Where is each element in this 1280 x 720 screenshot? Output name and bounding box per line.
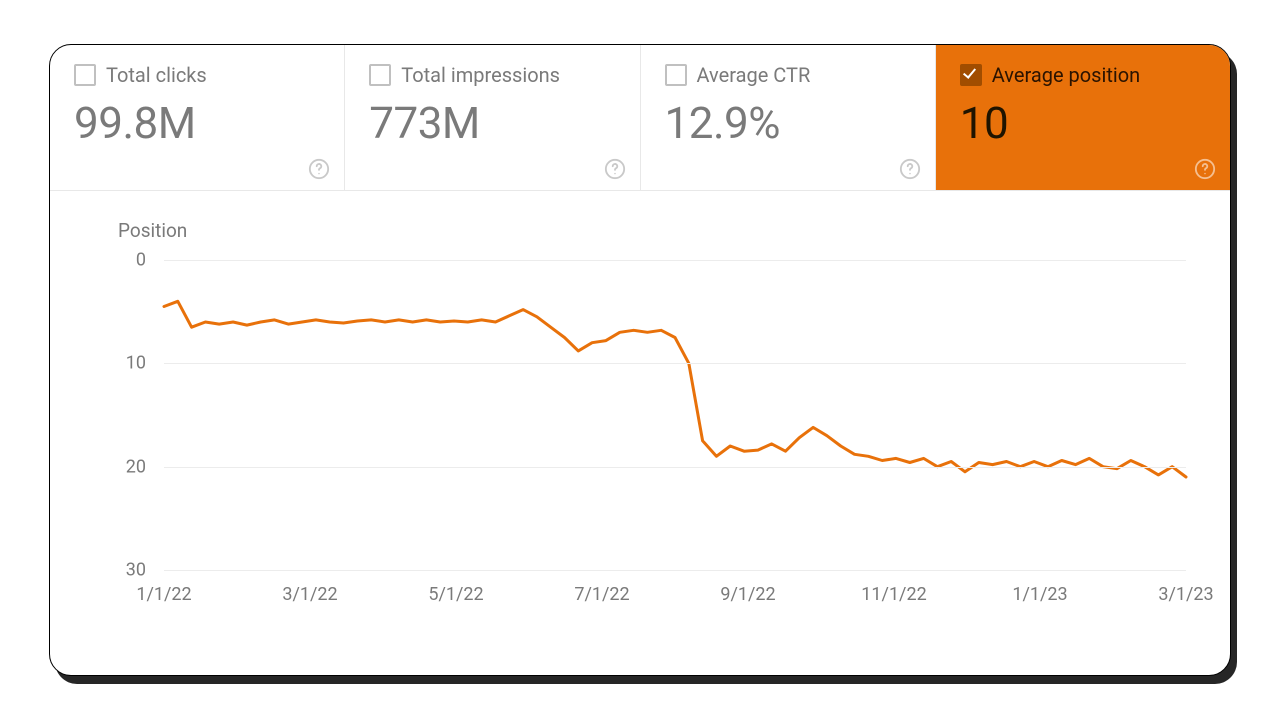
x-tick-label: 11/1/22 bbox=[861, 584, 926, 605]
series-line bbox=[164, 301, 1186, 477]
chart-area: Position 0 10 20 30 1/1/22 3/1/22 5/1/22 7/1/2… bbox=[50, 191, 1230, 675]
metric-label: Total clicks bbox=[106, 63, 207, 87]
help-icon[interactable] bbox=[1194, 158, 1216, 180]
y-tick-label: 10 bbox=[86, 353, 146, 374]
metric-card-total-impressions[interactable]: Total impressions 773M bbox=[345, 45, 640, 190]
y-tick-label: 20 bbox=[86, 456, 146, 477]
metric-value: 12.9% bbox=[665, 97, 911, 149]
help-icon[interactable] bbox=[308, 158, 330, 180]
x-tick-label: 1/1/23 bbox=[1012, 584, 1067, 605]
metric-value: 99.8M bbox=[74, 97, 320, 149]
metric-card-total-clicks[interactable]: Total clicks 99.8M bbox=[50, 45, 345, 190]
x-tick-label: 3/1/23 bbox=[1158, 584, 1213, 605]
chart-line-series bbox=[164, 260, 1186, 570]
checkbox-icon bbox=[74, 64, 96, 86]
y-tick-label: 0 bbox=[86, 250, 146, 271]
metric-card-average-ctr[interactable]: Average CTR 12.9% bbox=[641, 45, 936, 190]
help-icon[interactable] bbox=[899, 158, 921, 180]
metric-value: 773M bbox=[369, 97, 615, 149]
chart-plot: 0102030 bbox=[86, 260, 1186, 570]
y-tick-label: 30 bbox=[86, 560, 146, 581]
gridline bbox=[164, 570, 1186, 571]
gridline bbox=[164, 363, 1186, 364]
x-tick-label: 9/1/22 bbox=[720, 584, 775, 605]
checkbox-icon bbox=[665, 64, 687, 86]
x-tick-label: 3/1/22 bbox=[282, 584, 337, 605]
metric-label: Average position bbox=[992, 63, 1140, 87]
chart-x-axis: 1/1/223/1/225/1/227/1/229/1/2211/1/221/1… bbox=[164, 584, 1212, 614]
metric-label: Total impressions bbox=[401, 63, 560, 87]
checkbox-icon bbox=[960, 64, 982, 86]
help-icon[interactable] bbox=[604, 158, 626, 180]
metric-row: Total clicks 99.8M Total impressions 773M Av… bbox=[50, 45, 1230, 191]
analytics-card: Total clicks 99.8M Total impressions 773M Av… bbox=[49, 44, 1231, 676]
metric-label: Average CTR bbox=[697, 63, 811, 87]
metric-card-average-position[interactable]: Average position 10 bbox=[936, 45, 1230, 190]
gridline bbox=[164, 467, 1186, 468]
checkbox-icon bbox=[369, 64, 391, 86]
x-tick-label: 5/1/22 bbox=[428, 584, 483, 605]
gridline bbox=[164, 260, 1186, 261]
metric-value: 10 bbox=[960, 97, 1206, 149]
x-tick-label: 1/1/22 bbox=[136, 584, 191, 605]
x-tick-label: 7/1/22 bbox=[574, 584, 629, 605]
chart-y-axis-title: Position bbox=[118, 219, 1212, 242]
